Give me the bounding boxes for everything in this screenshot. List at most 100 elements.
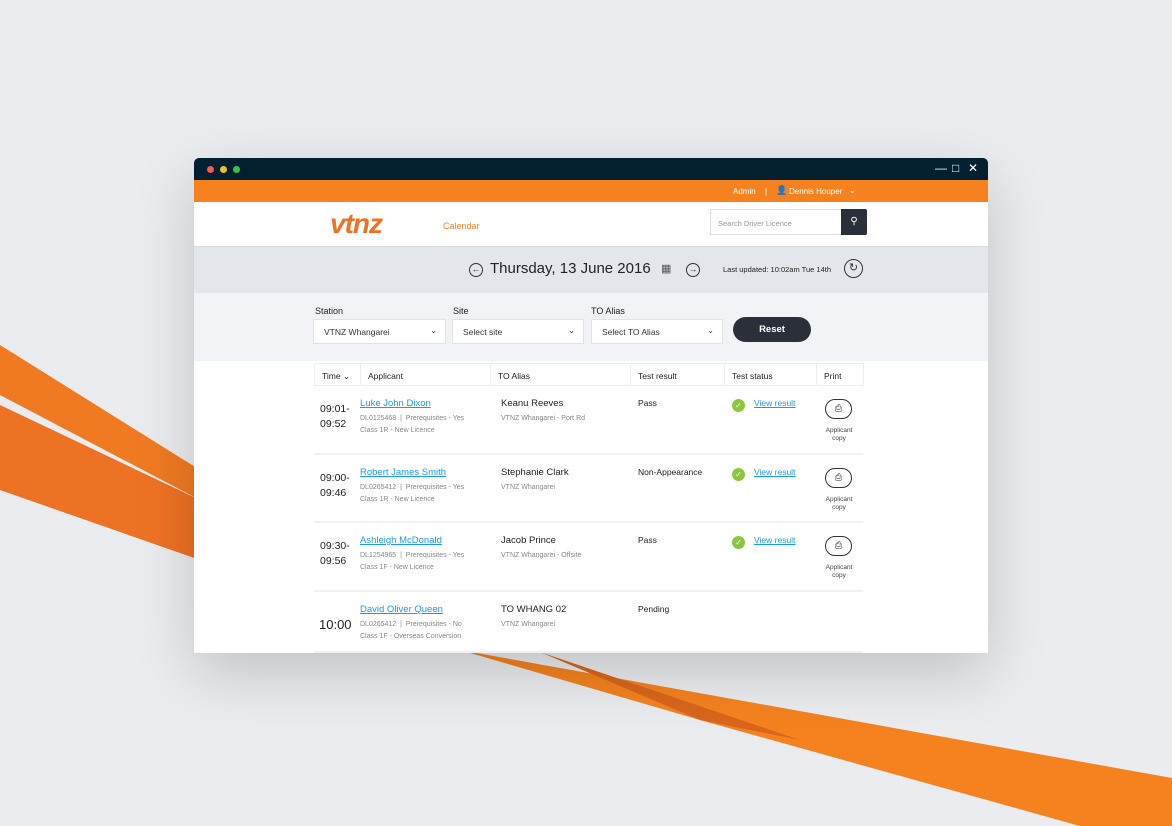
to-alias-site: VTNZ Whangarei - Port Rd [501,415,586,422]
vtnz-logo[interactable]: vtnz [330,208,383,239]
print-label: Applicant copy [825,427,853,442]
bookings-table: Time ⌄ Applicant TO Alias Test result Te… [194,362,988,653]
print-button[interactable]: ⎙ [825,536,852,556]
licence-class: Class 1R - New Licence [360,427,435,434]
to-alias: TO WHANG 02 [501,604,567,615]
licence-info: DL0125468 | Prerequisites - Yes [360,415,465,422]
time-start: 09:00- [320,472,350,484]
licence-info: DL1254965 | Prerequisites - Yes [360,552,465,559]
filters: Station VTNZ Whangarei ⌄ Site Select site… [194,293,988,361]
print-button[interactable]: ⎙ [825,399,852,419]
calendar-icon[interactable]: ▦ [661,263,672,275]
chevron-down-icon: ⌄ [707,326,714,335]
admin-link[interactable]: Admin [733,187,756,196]
chevron-down-icon: ⌄ [342,371,351,381]
to-alias: Stephanie Clark [501,467,569,478]
time-start: 09:30- [320,540,350,552]
header: vtnz Calendar Search Driver Licence ⚲ [194,202,988,247]
chevron-down-icon: ⌄ [568,326,575,335]
test-result: Pass [638,398,657,408]
header-test-result: Test result [630,363,725,386]
site-select[interactable]: Select site ⌄ [452,319,584,344]
zoom-dot[interactable] [233,166,240,173]
printer-icon: ⎙ [834,472,843,482]
printer-icon: ⎙ [834,403,843,413]
search-icon: ⚲ [850,216,858,227]
header-time[interactable]: Time ⌄ [314,363,361,386]
check-icon: ✓ [732,468,745,481]
alias-label: TO Alias [591,306,625,316]
print-label: Applicant copy [825,564,853,579]
minimize-icon[interactable]: — [935,161,947,175]
header-to-alias: TO Alias [490,363,631,386]
prev-day-icon[interactable]: ← [469,263,483,277]
check-icon: ✓ [732,399,745,412]
time-end: 09:46 [320,487,347,499]
applicant-link[interactable]: Ashleigh McDonald [360,535,442,546]
user-icon: 👤 [776,185,788,195]
title-bar: — □ ✕ [194,158,988,180]
licence-class: Class 1F - Overseas Conversion [360,633,462,640]
last-updated: Last updated: 10:02am Tue 14th [723,265,831,274]
search-input[interactable]: Search Driver Licence [710,209,842,235]
search-button[interactable]: ⚲ [841,209,867,235]
licence-class: Class 1R - New Licence [360,496,435,503]
to-alias-site: VTNZ Whangarei [501,484,556,491]
time-end: 09:56 [320,555,347,567]
header-print: Print [816,363,864,386]
maximize-icon[interactable]: □ [952,161,960,175]
table-row: 09:00- 09:46 Robert James Smith DL0265412 … [314,455,863,523]
minimize-dot[interactable] [220,166,227,173]
to-alias-site: VTNZ Whangarei [501,621,556,628]
station-value: VTNZ Whangarei [324,327,390,337]
print-button[interactable]: ⎙ [825,468,852,488]
current-date: Thursday, 13 June 2016 [490,260,651,277]
view-result-link[interactable]: View result [754,467,796,477]
close-icon[interactable]: ✕ [968,161,979,175]
print-label: Applicant copy [825,496,853,511]
check-icon: ✓ [732,536,745,549]
to-alias-site: VTNZ Whangarei - Offsite [501,552,582,559]
station-label: Station [315,306,344,316]
alias-select[interactable]: Select TO Alias ⌄ [591,319,723,344]
user-menu[interactable]: Dennis Hooper [789,187,843,196]
licence-info: DL0265412 | Prerequisites - No [360,621,462,628]
time: 10:00 [319,617,352,632]
view-result-link[interactable]: View result [754,398,796,408]
reset-button[interactable]: Reset [733,317,811,342]
applicant-link[interactable]: David Oliver Queen [360,604,443,615]
test-result: Pending [638,604,670,614]
to-alias: Keanu Reeves [501,398,564,409]
time-end: 09:52 [320,418,347,430]
chevron-down-icon: ⌄ [430,326,437,335]
printer-icon: ⎙ [834,540,843,550]
table-row: 10:00 David Oliver Queen DL0265412 | Prer… [314,592,863,653]
table-row: 09:30- 09:56 Ashleigh McDonald DL1254965 |… [314,523,863,592]
date-bar: ← Thursday, 13 June 2016 ▦ → Last update… [194,247,988,293]
close-dot[interactable] [207,166,214,173]
alias-value: Select TO Alias [602,327,660,337]
nav-calendar[interactable]: Calendar [443,221,480,231]
site-label: Site [453,306,469,316]
applicant-link[interactable]: Robert James Smith [360,467,447,478]
site-value: Select site [463,327,503,337]
time-start: 09:01- [320,403,350,415]
station-select[interactable]: VTNZ Whangarei ⌄ [313,319,446,344]
user-bar: Admin | 👤 Dennis Hooper ⌄ [194,180,988,202]
separator: | [765,187,768,196]
table-row: 09:01- 09:52 Luke John Dixon DL0125468 | P… [314,386,863,455]
chevron-down-icon[interactable]: ⌄ [849,186,856,195]
header-test-status: Test status [724,363,817,386]
test-result: Pass [638,535,657,545]
to-alias: Jacob Prince [501,535,556,546]
app-window: — □ ✕ Admin | 👤 Dennis Hooper ⌄ vtnz Cal… [194,158,988,653]
applicant-link[interactable]: Luke John Dixon [360,398,431,409]
refresh-icon[interactable]: ↻ [844,259,863,278]
header-applicant: Applicant [360,363,491,386]
licence-info: DL0265412 | Prerequisites - Yes [360,484,465,491]
licence-class: Class 1F - New Licence [360,564,434,571]
test-result: Non-Appearance [638,467,703,477]
next-day-icon[interactable]: → [686,263,700,277]
view-result-link[interactable]: View result [754,535,796,545]
